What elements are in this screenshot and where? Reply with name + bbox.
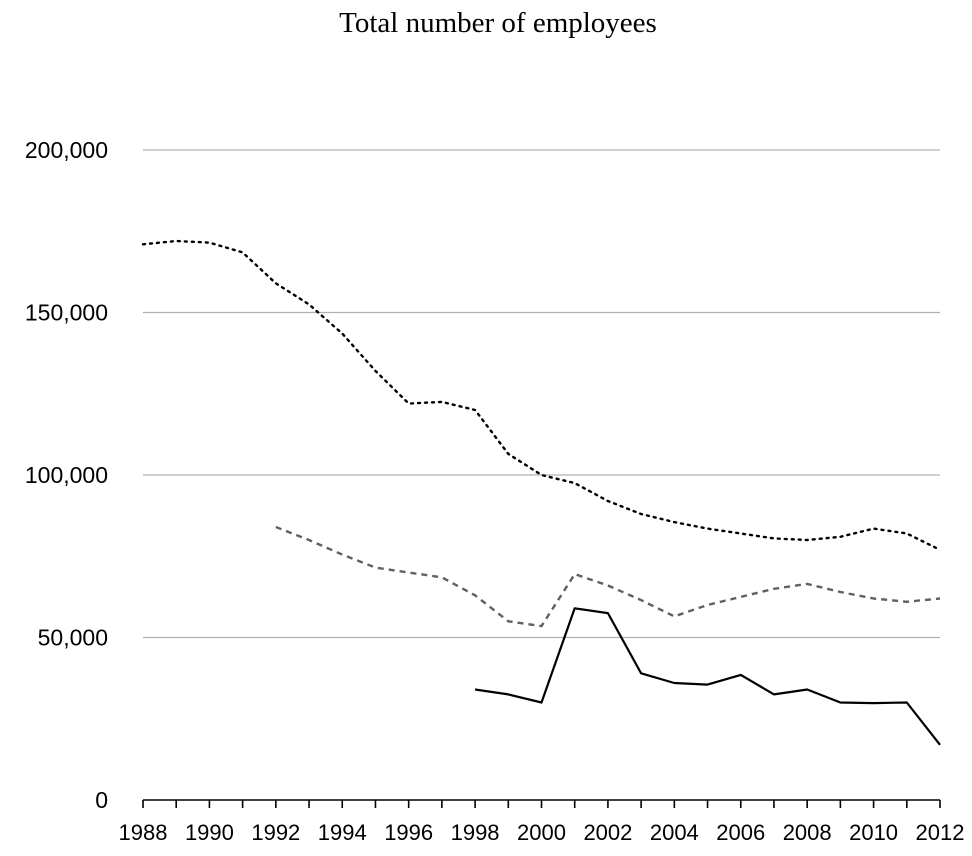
series-lines <box>141 239 942 746</box>
x-axis-tick-labels: 1988 1990 1992 1994 1996 1998 2000 2002 2004 2006… <box>119 820 965 845</box>
x-tick-label: 1996 <box>384 820 433 845</box>
y-tick-label: 150,000 <box>25 300 108 326</box>
x-tick-label: 2002 <box>583 820 632 845</box>
y-axis-tick-labels: 0 50,000 100,000 150,000 200,000 <box>25 137 108 813</box>
x-tick-label: 2012 <box>916 820 965 845</box>
series-line-dashed <box>275 525 941 628</box>
x-tick-label: 1992 <box>251 820 300 845</box>
x-tick-label: 2004 <box>650 820 699 845</box>
y-tick-label: 50,000 <box>38 625 108 651</box>
x-tick-label: 1994 <box>318 820 367 845</box>
gridlines <box>143 149 940 639</box>
y-tick-label: 0 <box>95 787 108 813</box>
series-line-solid <box>474 607 941 746</box>
y-tick-label: 200,000 <box>25 137 108 163</box>
x-axis <box>142 799 941 808</box>
chart-title: Total number of employees <box>339 7 657 39</box>
x-tick-label: 1988 <box>119 820 168 845</box>
x-tick-label: 2010 <box>849 820 898 845</box>
x-tick-label: 2006 <box>716 820 765 845</box>
x-tick-label: 2008 <box>783 820 832 845</box>
x-tick-label: 1998 <box>451 820 500 845</box>
series-line-dotted <box>141 239 942 551</box>
y-tick-label: 100,000 <box>25 462 108 488</box>
x-tick-label: 2000 <box>517 820 566 845</box>
x-tick-label: 1990 <box>185 820 234 845</box>
